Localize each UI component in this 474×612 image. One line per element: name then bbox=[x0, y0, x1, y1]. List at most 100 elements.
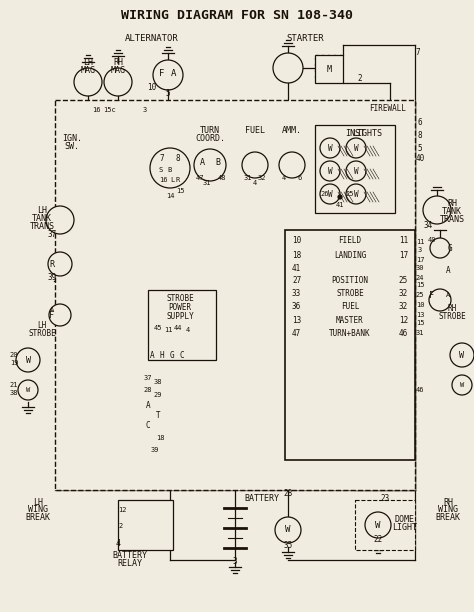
Circle shape bbox=[48, 252, 72, 276]
Text: 15c: 15c bbox=[104, 107, 117, 113]
Text: G: G bbox=[447, 244, 452, 253]
Text: 31: 31 bbox=[203, 180, 211, 186]
Bar bbox=[55, 100, 415, 490]
Text: W: W bbox=[26, 356, 30, 365]
Text: FIELD: FIELD bbox=[338, 236, 362, 245]
Text: 33: 33 bbox=[292, 288, 301, 297]
Circle shape bbox=[452, 375, 472, 395]
Text: FUEL: FUEL bbox=[341, 302, 359, 310]
Text: BREAK: BREAK bbox=[436, 513, 461, 523]
Text: BREAK: BREAK bbox=[26, 513, 51, 523]
Text: 6: 6 bbox=[298, 175, 302, 181]
Text: W: W bbox=[285, 526, 291, 534]
Text: M: M bbox=[327, 64, 331, 73]
Text: 13: 13 bbox=[292, 316, 301, 324]
Text: 20: 20 bbox=[10, 352, 18, 358]
Circle shape bbox=[429, 289, 451, 311]
Text: TURN+BANK: TURN+BANK bbox=[329, 329, 371, 337]
Text: STROBE: STROBE bbox=[438, 312, 466, 321]
Text: 2: 2 bbox=[118, 523, 122, 529]
Text: 38: 38 bbox=[154, 379, 162, 385]
Text: W: W bbox=[375, 520, 381, 529]
Text: WIRING DIAGRAM FOR SN 108-340: WIRING DIAGRAM FOR SN 108-340 bbox=[121, 9, 353, 21]
Text: L: L bbox=[170, 177, 174, 183]
Text: COORD.: COORD. bbox=[195, 133, 225, 143]
Bar bbox=[285, 230, 415, 460]
Text: 40: 40 bbox=[415, 154, 425, 163]
Circle shape bbox=[18, 380, 38, 400]
Text: LH: LH bbox=[33, 498, 43, 507]
Text: BATTERY: BATTERY bbox=[112, 551, 147, 561]
Text: 40: 40 bbox=[428, 237, 436, 243]
Text: MAG: MAG bbox=[81, 65, 95, 75]
Text: A: A bbox=[200, 157, 204, 166]
Text: IGN.: IGN. bbox=[62, 133, 82, 143]
Text: WING: WING bbox=[438, 506, 458, 515]
Circle shape bbox=[49, 304, 71, 326]
Text: 11: 11 bbox=[164, 327, 172, 333]
Circle shape bbox=[320, 161, 340, 181]
Text: 37: 37 bbox=[144, 375, 152, 381]
Text: W: W bbox=[328, 190, 332, 198]
Text: G: G bbox=[170, 351, 174, 359]
Text: STROBE: STROBE bbox=[336, 288, 364, 297]
Text: 41: 41 bbox=[292, 264, 301, 272]
Text: 15: 15 bbox=[176, 188, 184, 194]
Text: 13: 13 bbox=[416, 312, 424, 318]
Text: A: A bbox=[50, 307, 54, 313]
Circle shape bbox=[320, 184, 340, 204]
Text: 47: 47 bbox=[292, 329, 301, 337]
Text: 37: 37 bbox=[47, 230, 56, 239]
Text: 7: 7 bbox=[416, 48, 420, 56]
Text: SUPPLY: SUPPLY bbox=[166, 312, 194, 321]
Text: TURN: TURN bbox=[200, 125, 220, 135]
Text: 41: 41 bbox=[336, 202, 344, 208]
Text: 3: 3 bbox=[143, 107, 147, 113]
Text: RH: RH bbox=[113, 58, 123, 67]
Text: LIGHTS: LIGHTS bbox=[352, 129, 382, 138]
Text: W: W bbox=[26, 387, 30, 393]
Text: R: R bbox=[49, 259, 55, 269]
Text: 28: 28 bbox=[144, 387, 152, 393]
Text: STROBE: STROBE bbox=[28, 329, 56, 337]
Circle shape bbox=[338, 195, 342, 199]
Text: F: F bbox=[429, 291, 435, 299]
Text: 11: 11 bbox=[399, 236, 408, 245]
Circle shape bbox=[346, 161, 366, 181]
Text: WING: WING bbox=[28, 506, 48, 515]
Text: LH: LH bbox=[83, 58, 93, 67]
Text: 30: 30 bbox=[416, 265, 424, 271]
Text: A: A bbox=[446, 292, 450, 298]
Text: 4: 4 bbox=[116, 539, 120, 548]
Text: F: F bbox=[159, 69, 164, 78]
Text: R: R bbox=[176, 177, 180, 183]
Text: 10: 10 bbox=[416, 302, 424, 308]
Text: T: T bbox=[155, 411, 160, 419]
Text: 16: 16 bbox=[159, 177, 167, 183]
Text: 22: 22 bbox=[374, 536, 383, 545]
Text: 25: 25 bbox=[346, 191, 354, 197]
Text: B: B bbox=[168, 167, 172, 173]
Text: 29: 29 bbox=[154, 392, 162, 398]
Text: FIREWALL: FIREWALL bbox=[370, 103, 407, 113]
Text: POWER: POWER bbox=[168, 302, 191, 312]
Text: DOME: DOME bbox=[395, 515, 415, 524]
Text: 3: 3 bbox=[233, 558, 237, 567]
Text: 39: 39 bbox=[47, 272, 56, 282]
Bar bbox=[148, 290, 216, 360]
Text: 6: 6 bbox=[418, 118, 422, 127]
Text: STROBE: STROBE bbox=[166, 294, 194, 302]
Text: BATTERY: BATTERY bbox=[245, 493, 280, 502]
Text: TANK: TANK bbox=[442, 206, 462, 215]
Circle shape bbox=[242, 152, 268, 178]
Text: MAG: MAG bbox=[110, 65, 126, 75]
Text: W: W bbox=[328, 166, 332, 176]
Text: 18: 18 bbox=[156, 435, 164, 441]
Text: 38: 38 bbox=[10, 390, 18, 396]
Circle shape bbox=[194, 149, 226, 181]
Text: 12: 12 bbox=[118, 507, 127, 513]
Text: 7: 7 bbox=[160, 154, 164, 163]
Text: 47: 47 bbox=[196, 175, 204, 181]
Text: 31: 31 bbox=[244, 175, 252, 181]
Text: RH: RH bbox=[443, 498, 453, 507]
